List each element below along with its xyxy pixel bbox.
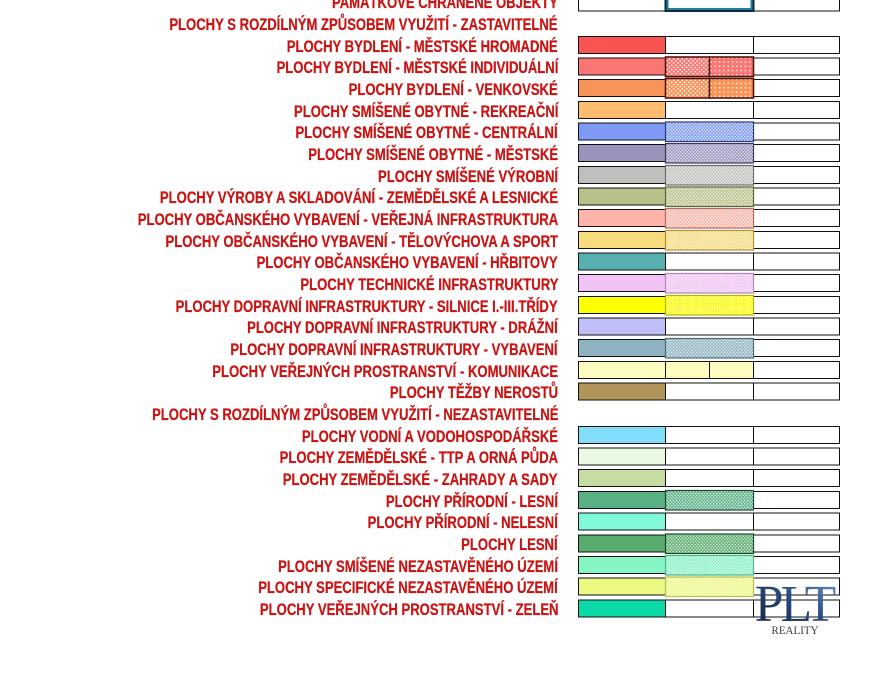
- svg-text:PLT: PLT: [755, 576, 837, 633]
- svg-text:REALITY: REALITY: [772, 623, 819, 637]
